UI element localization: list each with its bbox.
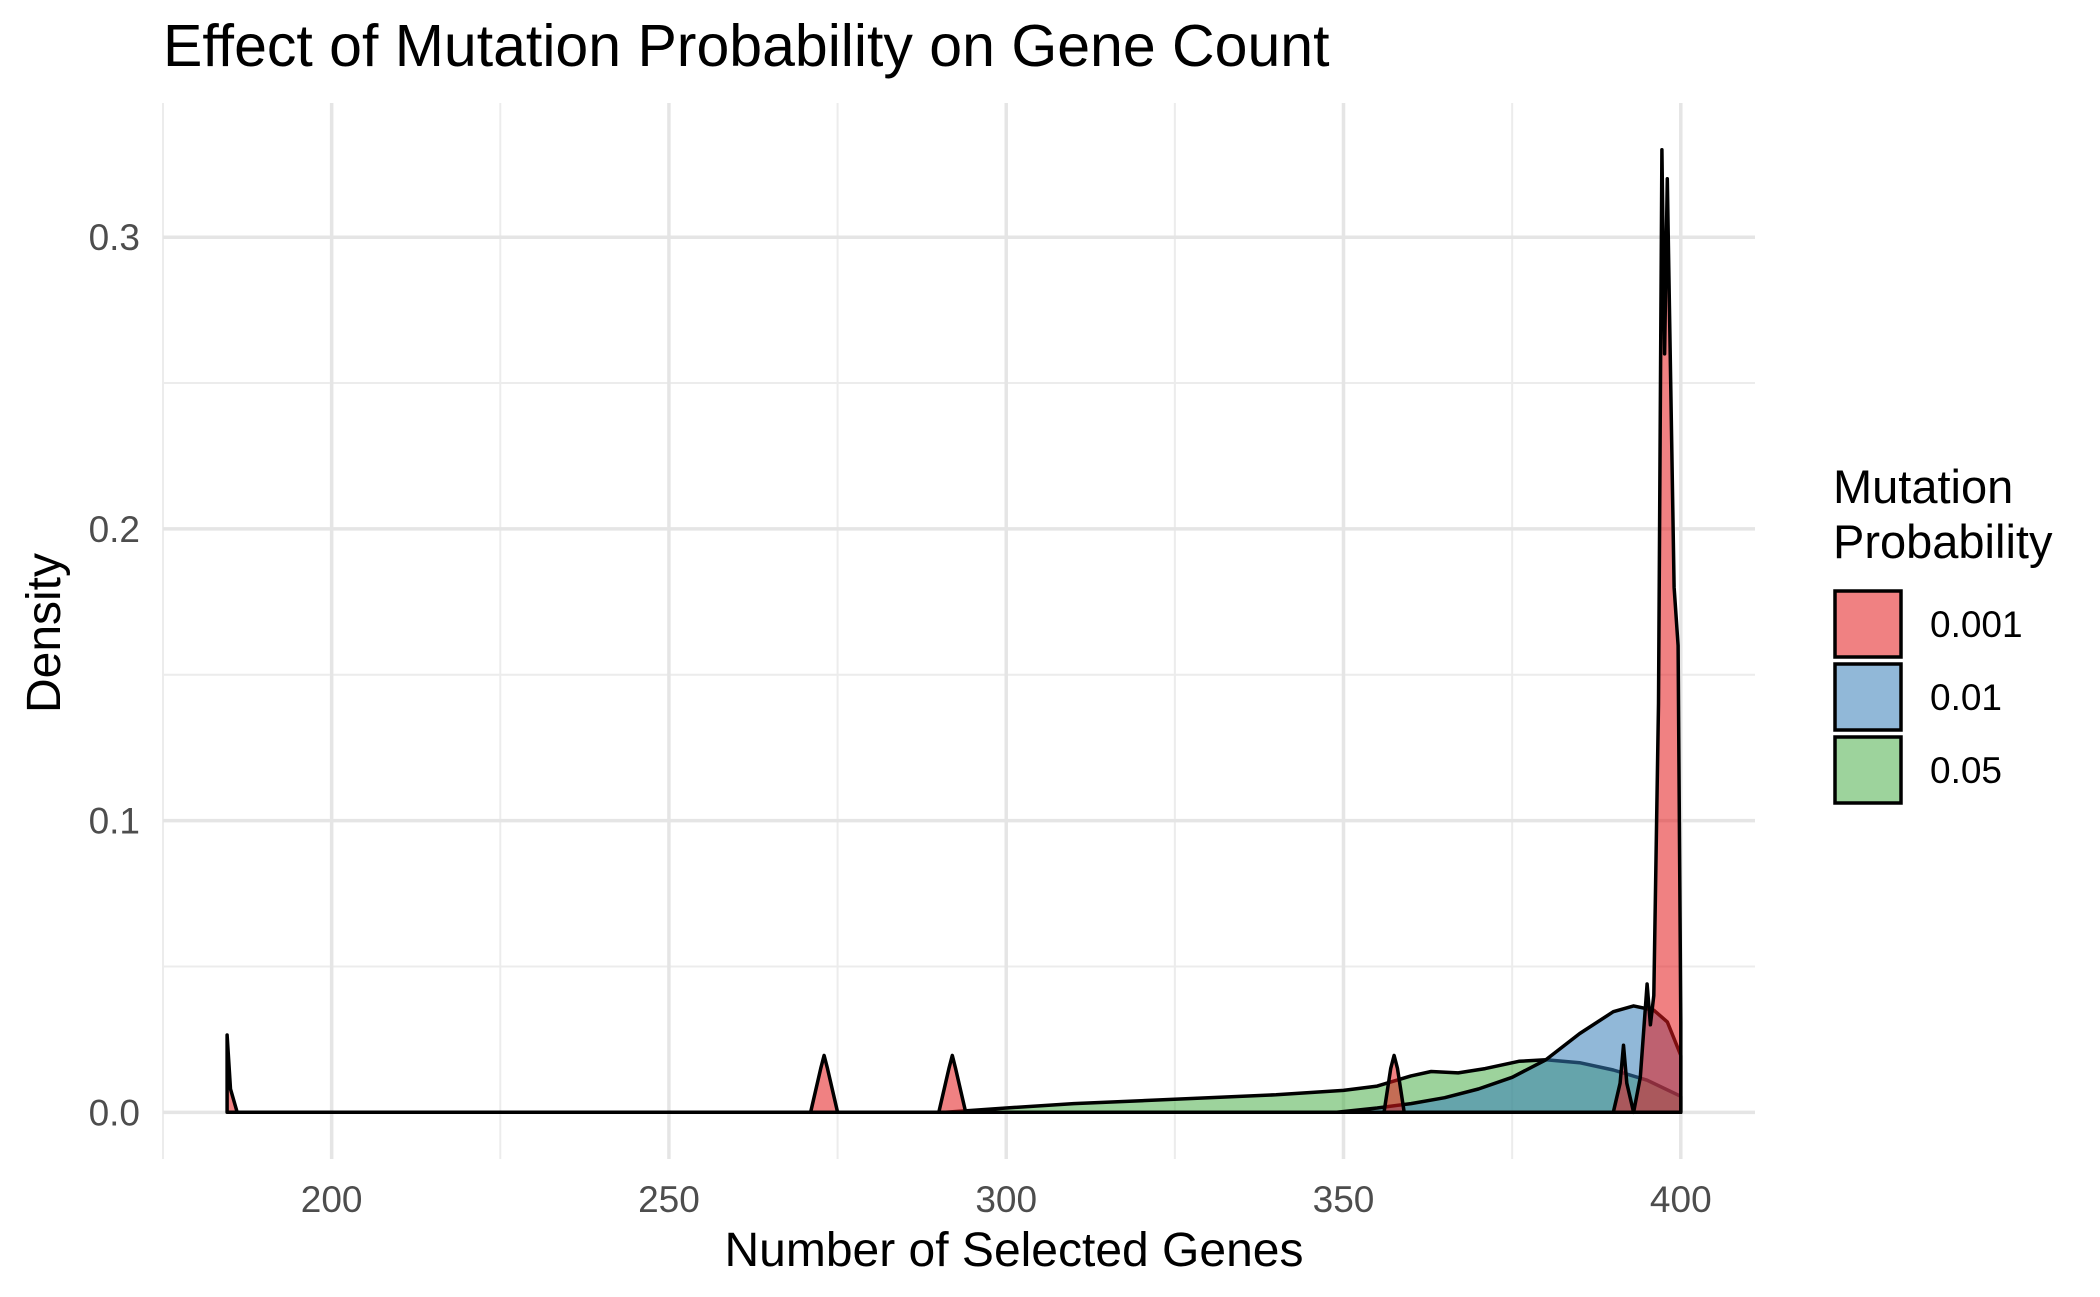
legend: Mutation Probability 0.001 0.01 0.05 bbox=[1833, 460, 2053, 805]
legend-label: 0.01 bbox=[1930, 677, 2002, 718]
y-axis-title: Density bbox=[18, 553, 71, 713]
x-axis-ticks: 200 250 300 350 400 bbox=[301, 1179, 1712, 1220]
legend-swatch bbox=[1833, 589, 1903, 659]
y-tick-label: 0.1 bbox=[89, 801, 140, 842]
legend-items: 0.001 0.01 0.05 bbox=[1833, 589, 2023, 805]
x-tick-label: 200 bbox=[301, 1179, 363, 1220]
legend-swatch bbox=[1833, 735, 1903, 805]
density-areas bbox=[225, 147, 1683, 1115]
legend-swatch bbox=[1833, 662, 1903, 732]
legend-title-line-2: Probability bbox=[1833, 515, 2053, 568]
x-tick-label: 300 bbox=[975, 1179, 1037, 1220]
x-axis-title: Number of Selected Genes bbox=[725, 1224, 1304, 1277]
y-tick-label: 0.2 bbox=[89, 509, 140, 550]
x-tick-label: 400 bbox=[1650, 1179, 1712, 1220]
x-tick-label: 350 bbox=[1313, 1179, 1375, 1220]
density-area-series-0-001 bbox=[225, 147, 1683, 1115]
legend-label: 0.05 bbox=[1930, 750, 2002, 791]
legend-label: 0.001 bbox=[1930, 604, 2023, 645]
y-tick-label: 0.0 bbox=[89, 1092, 140, 1133]
y-axis-ticks: 0.0 0.1 0.2 0.3 bbox=[89, 217, 140, 1133]
x-tick-label: 250 bbox=[638, 1179, 700, 1220]
chart-title: Effect of Mutation Probability on Gene C… bbox=[163, 13, 1330, 79]
y-tick-label: 0.3 bbox=[89, 217, 140, 258]
grid bbox=[162, 103, 1755, 1159]
legend-title-line-1: Mutation bbox=[1833, 460, 2013, 513]
